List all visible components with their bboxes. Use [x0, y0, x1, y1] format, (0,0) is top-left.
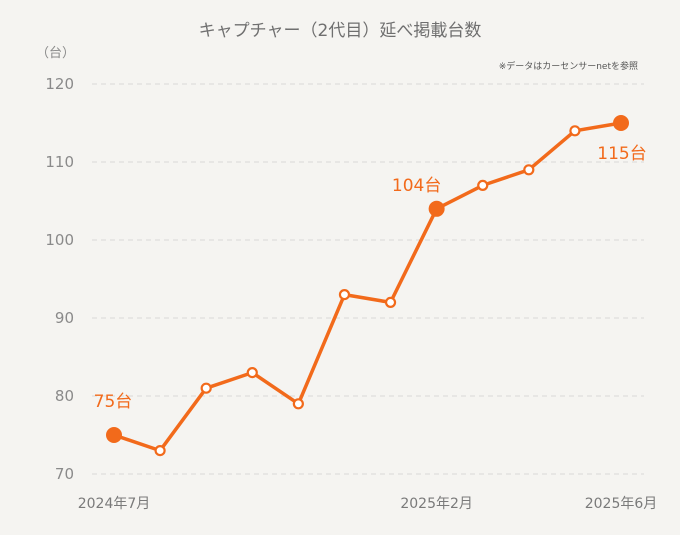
data-point-highlight: [106, 427, 122, 443]
data-point: [384, 296, 397, 308]
series-points: [106, 115, 629, 457]
data-label: 104台: [392, 176, 441, 196]
chart-title: キャプチャー（2代目）延べ掲載台数: [199, 21, 482, 41]
series-line: [112, 121, 623, 453]
gridlines: [92, 83, 644, 475]
data-label: 75台: [94, 392, 133, 412]
y-tick-label: 100: [45, 231, 74, 249]
data-point: [569, 125, 581, 137]
x-tick-label: 2024年7月: [78, 496, 151, 512]
y-tick-label: 80: [55, 387, 74, 405]
y-axis-unit-label: （台）: [36, 46, 75, 61]
data-labels: 75台 104台 115台: [94, 144, 647, 412]
x-tick-label: 2025年2月: [400, 496, 473, 512]
y-axis-ticks: 70 80 90 100 110 120: [45, 75, 74, 483]
data-point: [292, 398, 304, 410]
data-point: [200, 382, 212, 394]
x-axis-ticks: 2024年7月 2025年2月 2025年6月: [78, 496, 658, 512]
data-point: [246, 367, 258, 379]
data-label: 115台: [597, 144, 646, 164]
data-point: [154, 445, 166, 457]
y-tick-label: 110: [45, 153, 74, 171]
data-line: [112, 121, 623, 453]
x-tick-label: 2025年6月: [585, 496, 658, 512]
y-tick-label: 90: [55, 309, 74, 327]
data-point: [523, 164, 535, 176]
data-point: [338, 289, 351, 301]
y-tick-label: 70: [55, 465, 74, 483]
source-note: ※データはカーセンサーnetを参照: [499, 60, 638, 72]
y-tick-label: 120: [45, 75, 74, 93]
data-point-highlight: [428, 200, 445, 217]
data-point: [477, 179, 489, 191]
data-point-highlight: [613, 115, 629, 131]
